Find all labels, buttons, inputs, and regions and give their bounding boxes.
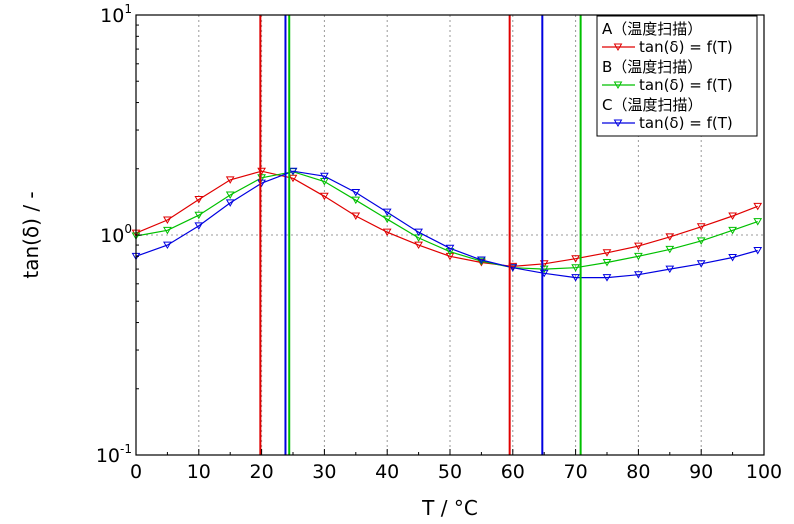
data-point-B [634, 252, 643, 261]
data-point-C [571, 274, 580, 282]
data-point-C [508, 264, 518, 272]
legend: A（温度扫描）tan(δ) = f(T)B（温度扫描）tan(δ) = f(T)… [596, 15, 758, 137]
axis-ticks: 0 10 20 30 40 50 60 70 80 90 100 10-1 100 101 [96, 2, 782, 483]
data-point-B [728, 226, 737, 235]
data-point-C [445, 244, 455, 253]
data-point-B [753, 218, 763, 226]
data-point-C [288, 167, 298, 176]
x-tick-label: 0 [130, 461, 142, 483]
data-point-C [194, 222, 204, 230]
data-point-B [665, 245, 675, 254]
series-C [131, 167, 763, 282]
y-axis-title: tan(δ) / - [19, 191, 43, 278]
data-point-A [602, 249, 612, 257]
data-point-C [634, 271, 643, 279]
x-tick-label: 90 [689, 461, 713, 483]
data-point-A [753, 202, 763, 211]
x-tick-label: 50 [438, 461, 462, 483]
legend-swatch-marker [613, 43, 623, 51]
series-line-C [135, 170, 758, 279]
legend-group-label: C（温度扫描） [602, 96, 702, 114]
data-point-C [414, 228, 423, 237]
data-point-C [696, 260, 706, 268]
x-tick-label: 10 [187, 461, 211, 483]
data-point-A [225, 176, 235, 184]
data-point-B [477, 257, 486, 266]
x-tick-label: 40 [375, 461, 399, 483]
data-point-C [665, 265, 675, 274]
data-point-C [382, 208, 392, 217]
data-point-B [571, 264, 580, 272]
series-lines [131, 167, 763, 282]
data-point-A [320, 192, 329, 201]
data-point-A [445, 252, 455, 261]
legend-series-label: tan(δ) = f(T) [639, 76, 733, 94]
y-tick-label: 10-1 [96, 442, 132, 467]
data-point-A [163, 216, 172, 224]
x-tick-label: 80 [626, 461, 650, 483]
data-point-A [728, 212, 737, 220]
x-tick-label: 100 [746, 461, 782, 483]
data-point-B [696, 237, 706, 245]
legend-series-label: tan(δ) = f(T) [639, 114, 733, 132]
series-B [131, 168, 763, 274]
data-point-C [163, 241, 172, 250]
legend-group-label: A（温度扫描） [602, 20, 702, 38]
data-point-B [602, 258, 612, 267]
data-point-B [225, 191, 235, 199]
data-point-C [477, 256, 486, 264]
data-point-C [320, 172, 329, 181]
data-point-A [665, 233, 675, 241]
data-point-C [753, 247, 763, 255]
data-point-A [634, 242, 643, 251]
x-tick-label: 20 [250, 461, 274, 483]
data-point-B [194, 211, 204, 220]
legend-swatch-marker [613, 119, 623, 127]
series-line-A [135, 170, 758, 268]
data-point-C [225, 199, 235, 207]
data-point-B [382, 215, 392, 224]
data-point-A [508, 262, 518, 271]
vertical-markers [259, 15, 582, 455]
x-axis-title: T / °C [421, 496, 478, 520]
legend-swatch-marker [613, 81, 623, 89]
y-tick-label: 101 [100, 2, 132, 27]
legend-group-label: B（温度扫描） [602, 58, 702, 76]
data-point-B [351, 196, 361, 205]
data-point-C [728, 254, 737, 262]
data-point-A [414, 241, 423, 250]
legend-box [596, 15, 758, 137]
data-point-B [163, 226, 172, 235]
data-point-A [696, 223, 706, 231]
data-point-A [194, 195, 204, 204]
data-point-A [351, 212, 361, 220]
data-point-A [382, 228, 392, 237]
x-tick-label: 30 [312, 461, 336, 483]
x-tick-label: 60 [501, 461, 525, 483]
data-point-C [602, 274, 612, 282]
legend-series-label: tan(δ) = f(T) [639, 38, 733, 56]
data-point-A [571, 255, 580, 263]
data-point-C [351, 189, 361, 197]
y-tick-label: 100 [100, 222, 132, 247]
x-tick-label: 70 [564, 461, 588, 483]
series-A [131, 167, 763, 271]
